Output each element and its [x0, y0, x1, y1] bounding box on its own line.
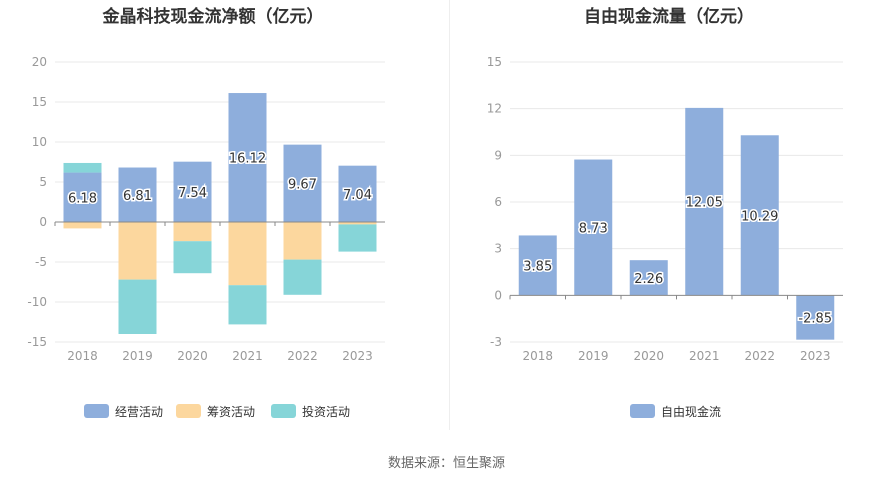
legend-label-0: 经营活动 [115, 405, 163, 419]
y-tick-label-0: 20 [32, 55, 47, 69]
x-tick-label-1: 2021 [689, 349, 720, 363]
bar-0-2 [228, 285, 267, 325]
legend-label-0: 投资活动 [302, 404, 350, 419]
y-tick-label-0: 10 [32, 135, 47, 149]
x-tick-label-0: 2018 [67, 349, 98, 363]
y-tick-label-0: -10 [27, 295, 47, 309]
y-tick-label-1: 0 [494, 288, 502, 302]
y-tick-label-1: 12 [487, 102, 502, 116]
bar-0-0 [283, 144, 322, 222]
data-label-1: 3.85 [523, 259, 552, 274]
bar-0-2 [118, 279, 157, 334]
chart-divider [449, 0, 450, 430]
x-tick-label-1: 2022 [744, 349, 775, 363]
bar-0-0 [118, 167, 157, 222]
data-label-0: 7.04 [343, 188, 372, 203]
data-source-note: 数据来源：恒生聚源 [387, 456, 505, 471]
data-label-1: 8.73 [579, 221, 608, 236]
data-label-1: 2.26 [634, 272, 663, 287]
bar-0-0 [63, 172, 102, 222]
y-tick-label-0: 0 [39, 215, 47, 229]
x-tick-label-1: 2019 [578, 349, 609, 363]
legend-label-0: 筹资活动 [207, 405, 255, 419]
bar-0-1 [338, 222, 377, 225]
bar-1-0 [685, 107, 724, 296]
bar-0-2 [283, 259, 322, 295]
y-tick-label-1: -3 [490, 335, 502, 349]
x-tick-label-1: 2020 [633, 349, 664, 363]
x-tick-label-0: 2020 [177, 349, 208, 363]
bar-1-0 [574, 159, 613, 296]
x-tick-label-0: 2019 [122, 349, 153, 363]
bar-0-2 [63, 162, 102, 173]
bar-0-2 [173, 241, 212, 274]
bar-1-0 [518, 235, 557, 296]
legend-swatch-0 [84, 404, 109, 418]
data-label-1: 10.29 [741, 209, 778, 224]
x-tick-label-1: 2023 [800, 349, 831, 363]
y-tick-label-1: 3 [494, 242, 502, 256]
chart-title-1: 自由现金流量（亿元） [584, 6, 754, 27]
bar-0-0 [228, 93, 267, 222]
bar-1-0 [796, 295, 835, 340]
legend-swatch-0 [176, 404, 201, 418]
bar-0-0 [173, 161, 212, 222]
data-label-0: 9.67 [288, 177, 317, 192]
chart-title-0: 金晶科技现金流净额（亿元） [102, 6, 324, 27]
bar-0-1 [283, 222, 322, 260]
y-tick-label-0: -5 [35, 255, 47, 269]
y-tick-label-1: 6 [494, 195, 502, 209]
y-tick-label-0: 15 [32, 95, 47, 109]
bar-0-0 [338, 165, 377, 222]
data-label-0: 6.18 [68, 191, 97, 206]
legend-label-1: 自由现金流 [661, 404, 721, 419]
bar-0-2 [338, 224, 377, 252]
bar-0-1 [118, 222, 157, 280]
data-label-1: 12.05 [686, 196, 723, 211]
x-tick-label-0: 2022 [287, 349, 318, 363]
x-tick-label-0: 2023 [342, 349, 373, 363]
data-label-0: 7.54 [178, 186, 207, 201]
data-label-0: 16.12 [229, 152, 266, 167]
x-tick-label-1: 2018 [522, 349, 553, 363]
legend-swatch-1 [630, 404, 655, 418]
bar-0-1 [63, 222, 102, 229]
bar-0-1 [228, 222, 267, 286]
data-label-0: 6.81 [123, 189, 152, 204]
bar-1-0 [740, 135, 779, 296]
x-tick-label-0: 2021 [232, 349, 263, 363]
data-label-1: -2.85 [798, 312, 832, 327]
y-tick-label-1: 15 [487, 55, 502, 69]
legend-swatch-0 [271, 404, 296, 418]
y-tick-label-0: 5 [39, 175, 47, 189]
y-tick-label-0: -15 [27, 335, 47, 349]
y-tick-label-1: 9 [494, 148, 502, 162]
bar-1-0 [629, 260, 668, 296]
bar-0-1 [173, 222, 212, 242]
